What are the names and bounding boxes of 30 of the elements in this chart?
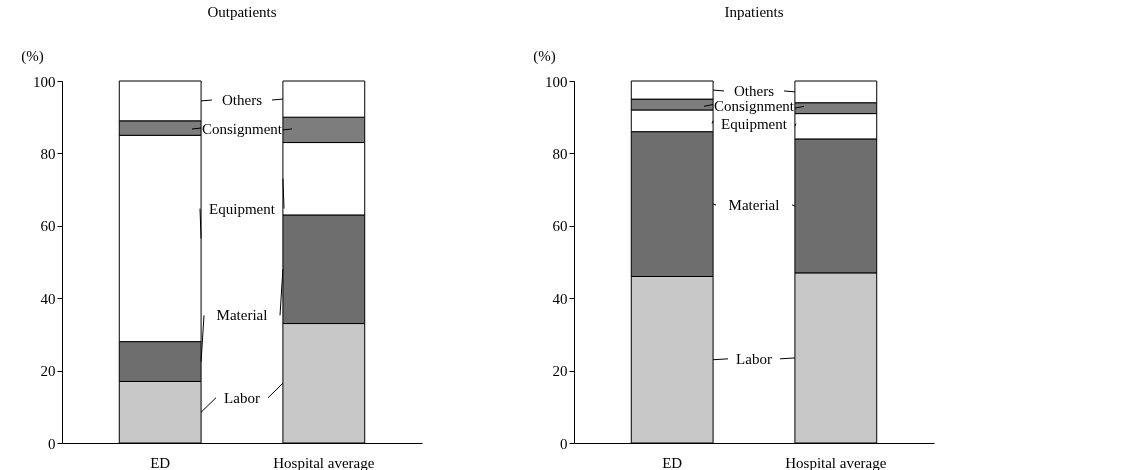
x-tick-label: ED [150,454,171,470]
chart-title: Inpatients [724,4,784,20]
y-tick-label: 80 [40,145,56,162]
chart-title: Outpatients [207,4,277,20]
y-tick-label: 100 [33,73,56,90]
x-tick-label: Hospital average [273,454,375,470]
x-tick-label: ED [662,454,683,470]
y-axis-title: (%) [21,47,44,65]
y-tick-label: 40 [552,290,568,307]
y-tick-label: 0 [48,435,56,452]
legend-label: Equipment [721,115,788,132]
series-label: Equipment [209,200,276,217]
y-tick-label: 20 [40,363,56,380]
y-tick-label: 60 [552,218,568,235]
y-tick-label: 20 [552,363,568,380]
legend-label: Others [222,92,263,108]
y-tick-label: 0 [560,435,568,452]
y-tick-label: 60 [40,218,56,235]
legend-label: Labor [736,350,772,367]
x-tick-label: Hospital average [785,454,887,470]
legend-label: Consignment [201,120,283,137]
y-axis-title: (%) [533,47,556,65]
series-label: Material [216,307,268,324]
legend-label: Consignment [713,98,795,115]
legend-label: Material [728,196,780,213]
legend-label: Others [734,82,775,99]
y-tick-label: 100 [545,73,568,90]
y-tick-label: 40 [40,290,56,307]
legend-label: Labor [224,389,260,406]
y-tick-label: 80 [552,145,568,162]
